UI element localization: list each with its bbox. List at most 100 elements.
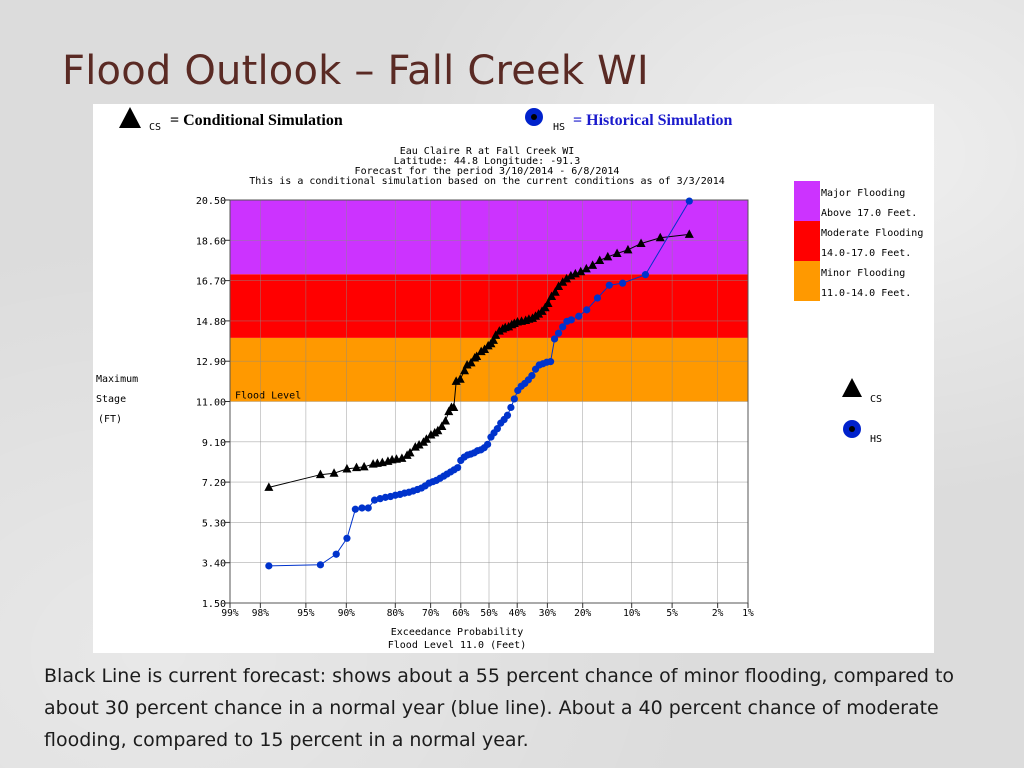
top-legend-cs-abbr: CS xyxy=(149,122,161,133)
cs-point-71 xyxy=(655,232,665,242)
hs-point-7 xyxy=(370,496,379,504)
hs-point-1 xyxy=(316,561,325,569)
y-axis-label-line-2: Stage xyxy=(96,394,126,405)
cs-point-12 xyxy=(397,453,407,462)
hs-point-55 xyxy=(550,335,559,343)
hs-point-62 xyxy=(593,294,602,302)
x-tick-label-1: 98% xyxy=(252,608,269,619)
hs-point-59 xyxy=(567,316,575,324)
hs-point-61 xyxy=(583,306,591,314)
chart-header-line-1: Eau Claire R at Fall Creek WI xyxy=(400,146,575,157)
y-tick-label-0: 1.50 xyxy=(202,599,226,610)
cs-point-69 xyxy=(623,244,633,254)
y-axis-label-line-1: Maximum xyxy=(96,374,138,385)
y-axis-label-line-3: (FT) xyxy=(98,414,122,425)
cs-point-67 xyxy=(603,251,613,261)
hs-point-57 xyxy=(559,323,567,331)
minor-flooding-label: Minor Flooding xyxy=(821,268,905,279)
hs-point-54 xyxy=(547,358,555,366)
hs-series-legend-label: HS xyxy=(870,434,882,445)
cs-point-38 xyxy=(488,335,498,344)
hs-point-4 xyxy=(351,505,359,513)
cs-point-68 xyxy=(612,248,622,257)
hs-point-5 xyxy=(358,504,366,512)
hs-point-3 xyxy=(343,534,351,542)
cs-point-0 xyxy=(264,482,274,491)
chart-header-line-4: This is a conditional simulation based o… xyxy=(249,176,725,187)
cs-point-57 xyxy=(550,287,560,296)
top-legend-cs-text: = Conditional Simulation xyxy=(170,112,343,129)
flood-chart: CS = Conditional Simulation HS = Histori… xyxy=(96,107,923,651)
hs-point-39 xyxy=(493,425,501,433)
moderate-flooding-label: Moderate Flooding xyxy=(821,228,923,239)
y-tick-label-1: 3.40 xyxy=(202,559,226,570)
x-tick-label-2: 95% xyxy=(297,608,314,619)
y-tick-label-8: 16.70 xyxy=(196,277,226,288)
cs-point-72 xyxy=(684,229,694,238)
y-tick-label-2: 5.30 xyxy=(202,518,226,529)
hs-point-2 xyxy=(332,550,340,558)
cs-point-18 xyxy=(421,434,431,443)
x-tick-label-12: 5% xyxy=(666,608,678,619)
x-tick-label-6: 60% xyxy=(452,608,469,619)
cs-point-33 xyxy=(472,351,482,361)
y-tick-label-9: 18.60 xyxy=(196,236,226,247)
cs-point-3 xyxy=(342,463,352,473)
x-tick-label-5: 70% xyxy=(422,608,439,619)
hs-point-36 xyxy=(484,440,492,448)
top-legend-hs-text: = Historical Simulation xyxy=(573,112,732,129)
y-tick-label-3: 7.20 xyxy=(202,478,226,489)
major-flooding-swatch xyxy=(794,181,820,221)
flood-level-label: Flood Level xyxy=(235,391,301,402)
hs-point-64 xyxy=(619,279,627,287)
flood-chart-panel: CS = Conditional Simulation HS = Histori… xyxy=(93,104,934,653)
cs-point-29 xyxy=(460,365,470,375)
x-axis-label: Exceedance Probability xyxy=(391,627,523,638)
hs-point-66 xyxy=(685,197,693,205)
hs-point-42 xyxy=(503,411,512,419)
cs-point-28 xyxy=(455,374,465,383)
cs-point-1 xyxy=(315,469,325,479)
x-tick-label-11: 10% xyxy=(623,608,640,619)
cs-point-31 xyxy=(466,357,476,367)
hs-point-6 xyxy=(364,504,372,512)
cs-point-2 xyxy=(329,468,339,477)
hs-point-44 xyxy=(510,395,518,403)
slide-title: Flood Outlook – Fall Creek WI xyxy=(62,48,649,94)
hs-point-27 xyxy=(454,464,462,472)
x-axis-sublabel: Flood Level 11.0 (Feet) xyxy=(388,640,526,651)
cs-point-16 xyxy=(414,439,424,449)
x-tick-label-0: 99% xyxy=(221,608,238,619)
slide-caption: Black Line is current forecast: shows ab… xyxy=(44,665,955,751)
x-tick-label-14: 1% xyxy=(742,608,754,619)
cs-point-66 xyxy=(595,255,605,264)
hs-point-60 xyxy=(575,312,583,320)
hs-series-legend-icon-center xyxy=(849,426,855,432)
cs-point-4 xyxy=(352,462,362,472)
chart-header-line-2: Latitude: 44.8 Longitude: -91.3 xyxy=(394,156,581,167)
y-tick-label-6: 12.90 xyxy=(196,357,226,368)
hs-point-49 xyxy=(528,372,536,380)
x-tick-label-8: 40% xyxy=(509,608,526,619)
x-tick-label-3: 90% xyxy=(338,608,355,619)
cs-point-22 xyxy=(437,421,447,431)
cs-point-26 xyxy=(449,402,459,411)
plot-axes: 1.50 3.40 5.30 7.20 9.10 11.00 12.90 14.80 16.70… xyxy=(196,196,754,619)
x-tick-label-13: 2% xyxy=(712,608,724,619)
x-tick-label-9: 30% xyxy=(539,608,556,619)
cs-point-63 xyxy=(576,266,586,276)
y-tick-label-4: 9.10 xyxy=(202,438,226,449)
hs-point-0 xyxy=(265,562,273,570)
major-flooding-range: Above 17.0 Feet. xyxy=(821,208,917,219)
x-tick-label-7: 50% xyxy=(480,608,497,619)
cs-point-23 xyxy=(440,416,450,425)
hs-point-65 xyxy=(641,271,650,279)
cs-triangle-icon xyxy=(119,107,141,128)
minor-flooding-swatch xyxy=(794,261,820,301)
hs-point-63 xyxy=(605,281,613,289)
moderate-flooding-range: 14.0-17.0 Feet. xyxy=(821,248,911,259)
y-tick-label-5: 11.00 xyxy=(196,398,226,409)
cs-point-64 xyxy=(581,263,591,273)
top-legend-hs-abbr: HS xyxy=(553,122,565,133)
cs-point-5 xyxy=(359,461,369,471)
